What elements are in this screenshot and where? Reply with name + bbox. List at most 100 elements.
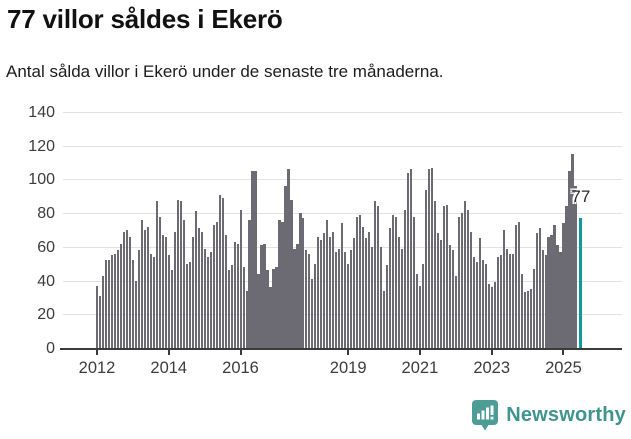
bar-month bbox=[469, 231, 472, 348]
bar-month bbox=[203, 248, 206, 348]
bar-month bbox=[185, 263, 188, 348]
x-axis-year-label: 2014 bbox=[150, 359, 188, 377]
bar-month bbox=[110, 255, 114, 348]
y-axis-tick-label: 100 bbox=[28, 171, 55, 189]
bar-month bbox=[559, 251, 562, 348]
bar-month bbox=[574, 186, 577, 348]
bar-month bbox=[215, 221, 218, 348]
bar-month bbox=[502, 230, 505, 348]
bar-month bbox=[248, 219, 251, 348]
bar-month bbox=[400, 248, 404, 348]
bar-month bbox=[155, 201, 158, 348]
bar-month bbox=[173, 231, 176, 348]
bar-month bbox=[221, 197, 224, 348]
bar-month bbox=[383, 290, 386, 348]
bar-month bbox=[98, 295, 102, 348]
bar-month bbox=[436, 233, 440, 348]
bar-month bbox=[152, 256, 155, 348]
bar-month bbox=[230, 265, 233, 348]
newsworthy-badge-icon bbox=[471, 399, 499, 432]
bar-month bbox=[119, 243, 123, 348]
y-axis-tick-label: 60 bbox=[37, 238, 55, 256]
bar-month bbox=[263, 243, 266, 348]
bar-month bbox=[377, 206, 380, 348]
gridline-y-140 bbox=[63, 112, 622, 113]
bar-month bbox=[445, 204, 449, 348]
x-axis-year-label: 2021 bbox=[401, 359, 439, 377]
bar-month bbox=[101, 275, 105, 348]
bar-month bbox=[191, 236, 194, 348]
bar-month bbox=[161, 235, 164, 348]
bar-month bbox=[562, 223, 565, 348]
bar-month bbox=[481, 260, 484, 348]
y-axis-tick-label: 0 bbox=[46, 340, 55, 357]
bar-month bbox=[389, 228, 392, 348]
bar-month bbox=[421, 263, 425, 348]
bar-month bbox=[374, 201, 377, 348]
bar-month bbox=[511, 253, 514, 348]
bar-month bbox=[430, 167, 434, 348]
bar-month bbox=[415, 273, 419, 348]
bar-month bbox=[517, 221, 520, 348]
bar-month bbox=[197, 228, 200, 348]
newsworthy-logo[interactable]: Newsworthy bbox=[471, 399, 626, 432]
bar-month bbox=[463, 201, 466, 348]
bar-month bbox=[478, 238, 481, 348]
bar-month bbox=[164, 236, 167, 348]
bar-month bbox=[448, 245, 451, 348]
gridline-y-100 bbox=[63, 179, 622, 181]
bar-month bbox=[553, 224, 556, 348]
bar-month bbox=[487, 283, 490, 348]
bar-month bbox=[149, 253, 152, 348]
bar-month bbox=[170, 270, 173, 348]
bar-chart-plot-area: 77 2012 2014 2016 2019 2021 2023 2025 bbox=[60, 112, 622, 377]
newsworthy-wordmark: Newsworthy bbox=[506, 404, 626, 426]
bar-month bbox=[122, 231, 126, 348]
bar-month bbox=[568, 171, 571, 348]
bar-current-period bbox=[578, 218, 583, 348]
bar-month bbox=[397, 236, 401, 348]
bar-month bbox=[341, 223, 344, 348]
bar-month bbox=[200, 231, 203, 348]
bar-month bbox=[239, 209, 242, 348]
bar-month bbox=[418, 285, 422, 348]
bar-month bbox=[320, 240, 323, 348]
y-axis-tick-label: 40 bbox=[37, 272, 55, 290]
bar-month bbox=[451, 250, 454, 348]
bar-month bbox=[571, 154, 574, 348]
bar-month bbox=[356, 216, 359, 348]
bar-month bbox=[508, 253, 511, 348]
gridline-y-80 bbox=[63, 213, 622, 215]
bar-month bbox=[275, 267, 278, 348]
x-axis-tick-2021 bbox=[418, 350, 421, 355]
bar-month bbox=[338, 248, 341, 348]
bar-month bbox=[412, 216, 416, 348]
bar-month bbox=[424, 189, 428, 348]
bar-month bbox=[526, 290, 529, 348]
bar-month bbox=[158, 216, 161, 348]
bar-month bbox=[353, 238, 356, 348]
y-axis-tick-label: 20 bbox=[37, 306, 55, 324]
bar-month bbox=[403, 209, 407, 348]
x-axis-tick-2019 bbox=[347, 350, 350, 355]
bar-month bbox=[260, 245, 263, 348]
bar-month bbox=[541, 250, 544, 348]
bar-month bbox=[514, 224, 517, 348]
y-axis-tick-label: 140 bbox=[28, 104, 55, 121]
bar-month bbox=[344, 251, 347, 348]
x-axis-tick-2014 bbox=[167, 350, 170, 355]
bar-month bbox=[550, 235, 553, 348]
bar-month bbox=[311, 278, 314, 348]
bar-month bbox=[323, 233, 326, 348]
bar-month bbox=[523, 292, 526, 348]
bar-month bbox=[457, 216, 460, 348]
bar-month bbox=[134, 280, 138, 348]
bar-month bbox=[128, 236, 132, 348]
bar-month bbox=[107, 260, 111, 348]
bar-month bbox=[490, 287, 493, 348]
bar-month bbox=[499, 255, 502, 348]
bar-month bbox=[194, 211, 197, 348]
bar-month bbox=[113, 253, 117, 348]
bar-month bbox=[188, 262, 191, 348]
bar-month bbox=[493, 282, 496, 348]
